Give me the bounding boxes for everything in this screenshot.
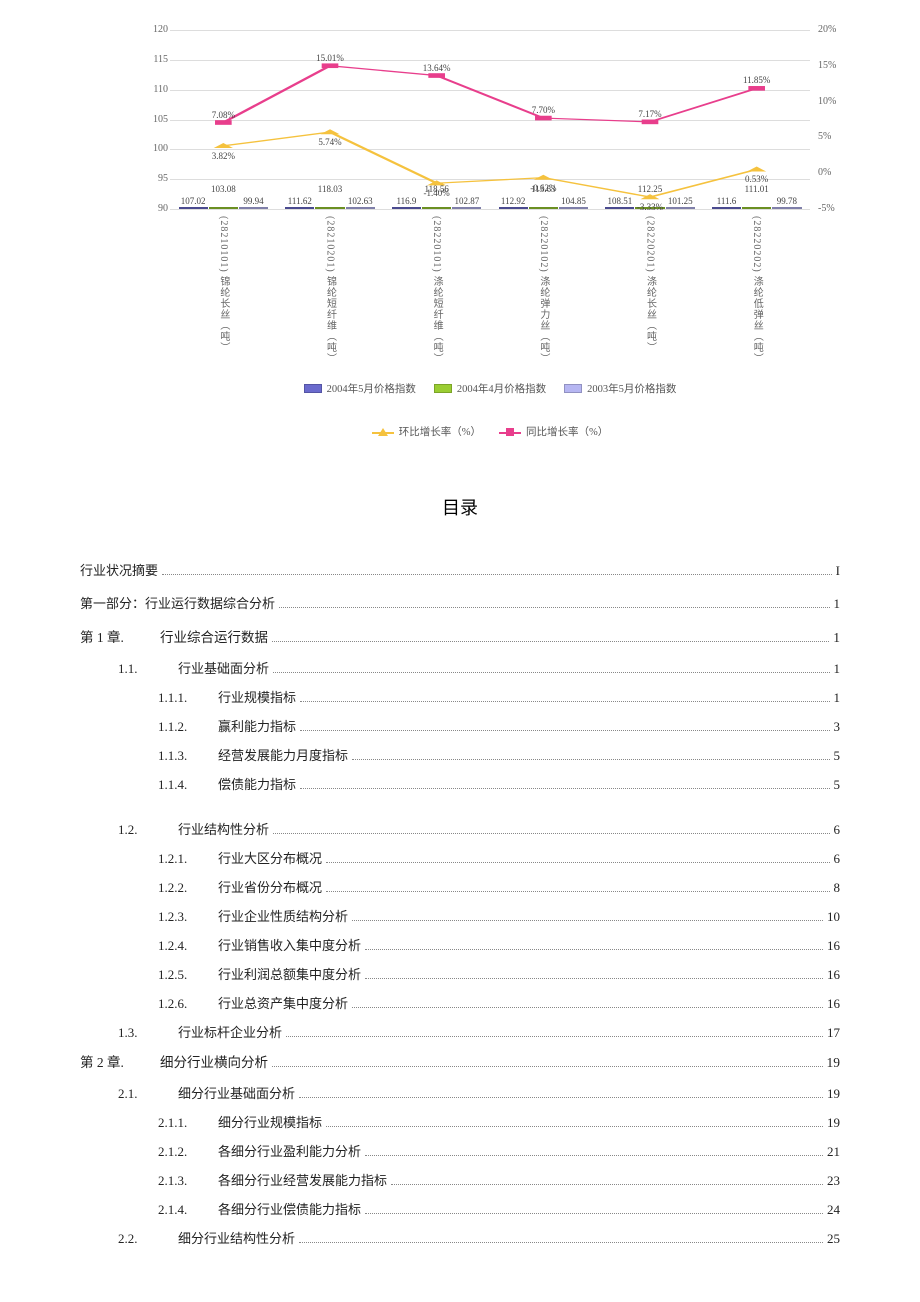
toc-entry: 1.2.行业结构性分析6 bbox=[118, 819, 840, 838]
toc-entry: 第 1 章.行业综合运行数据1 bbox=[80, 626, 840, 646]
toc-entry: 1.2.2.行业省份分布概况8 bbox=[158, 877, 840, 896]
toc-entry: 第一部分：行业运行数据综合分析1 bbox=[80, 593, 840, 612]
toc-entry: 1.3.行业标杆企业分析17 bbox=[118, 1022, 840, 1041]
price-index-chart: 9095100105110115120 -5%0%5%10%15%20% 107… bbox=[140, 30, 840, 439]
toc-entry: 2.2.细分行业结构性分析25 bbox=[118, 1228, 840, 1247]
table-of-contents: 行业状况摘要I 第一部分：行业运行数据综合分析1 第 1 章.行业综合运行数据1 1.… bbox=[80, 560, 840, 1247]
chart-legend: 2004年5月价格指数2004年4月价格指数2003年5月价格指数环比增长率（%… bbox=[170, 381, 810, 439]
toc-entry: 2.1.4.各细分行业偿债能力指标24 bbox=[158, 1199, 840, 1218]
toc-title: 目录 bbox=[80, 494, 840, 520]
toc-entry: 1.1.3.经营发展能力月度指标5 bbox=[158, 745, 840, 764]
toc-entry: 1.1.行业基础面分析1 bbox=[118, 658, 840, 677]
toc-entry: 2.1.细分行业基础面分析19 bbox=[118, 1083, 840, 1102]
toc-entry: 第 2 章.细分行业横向分析19 bbox=[80, 1051, 840, 1071]
toc-entry: 1.1.1.行业规模指标1 bbox=[158, 687, 840, 706]
toc-entry: 1.2.4.行业销售收入集中度分析16 bbox=[158, 935, 840, 954]
toc-entry: 2.1.2.各细分行业盈利能力分析21 bbox=[158, 1141, 840, 1160]
toc-entry: 2.1.1.细分行业规模指标19 bbox=[158, 1112, 840, 1131]
toc-entry: 1.2.3.行业企业性质结构分析10 bbox=[158, 906, 840, 925]
toc-entry: 1.2.6.行业总资产集中度分析16 bbox=[158, 993, 840, 1012]
toc-entry: 1.1.2.赢利能力指标3 bbox=[158, 716, 840, 735]
toc-entry: 1.2.1.行业大区分布概况6 bbox=[158, 848, 840, 867]
toc-entry: 2.1.3.各细分行业经营发展能力指标23 bbox=[158, 1170, 840, 1189]
toc-entry: 行业状况摘要I bbox=[80, 560, 840, 579]
toc-entry: 1.1.4.偿债能力指标5 bbox=[158, 774, 840, 793]
toc-entry: 1.2.5.行业利润总额集中度分析16 bbox=[158, 964, 840, 983]
